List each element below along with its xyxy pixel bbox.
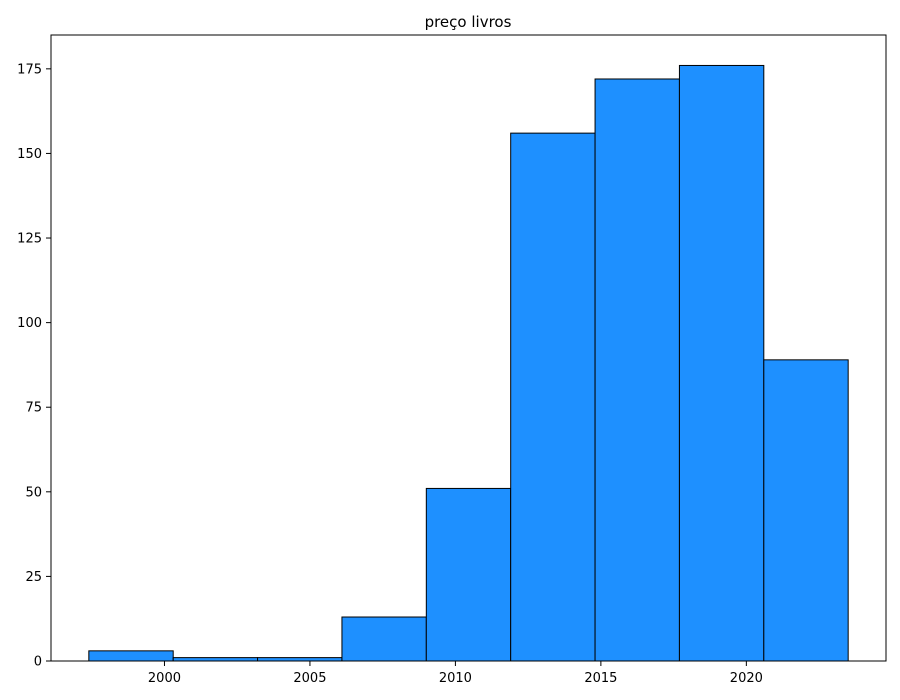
y-tick-label-3: 75 — [25, 401, 42, 416]
x-tick-label-3: 2015 — [584, 671, 617, 686]
x-axis: 2000 2005 2010 2015 2020 — [148, 661, 763, 686]
y-tick-label-7: 175 — [17, 62, 42, 77]
histogram-bar-1 — [172, 657, 259, 662]
histogram-bar-0 — [88, 650, 174, 662]
histogram-bar-5 — [510, 132, 596, 662]
x-tick-label-0: 2000 — [148, 671, 181, 686]
histogram-bar-3 — [341, 616, 427, 662]
y-tick-label-1: 25 — [25, 570, 42, 585]
y-tick-label-5: 125 — [17, 232, 42, 247]
histogram-bar-4 — [425, 487, 512, 662]
y-axis: 0 25 50 75 100 125 150 175 — [17, 62, 51, 670]
axes-frame — [50, 34, 887, 662]
y-tick-label-2: 50 — [25, 485, 42, 500]
histogram-bar-8 — [763, 359, 849, 662]
histogram-bar-6 — [594, 78, 680, 662]
bars-group — [88, 64, 849, 662]
x-tick-label-4: 2020 — [730, 671, 763, 686]
y-tick-label-0: 0 — [34, 655, 42, 670]
histogram-bar-7 — [678, 64, 765, 662]
x-tick-label-1: 2005 — [293, 671, 326, 686]
y-tick-label-6: 150 — [17, 147, 42, 162]
x-tick-label-2: 2010 — [439, 671, 472, 686]
y-tick-label-4: 100 — [17, 316, 42, 331]
chart-title: preço livros — [425, 13, 512, 31]
histogram-bar-2 — [257, 657, 343, 662]
